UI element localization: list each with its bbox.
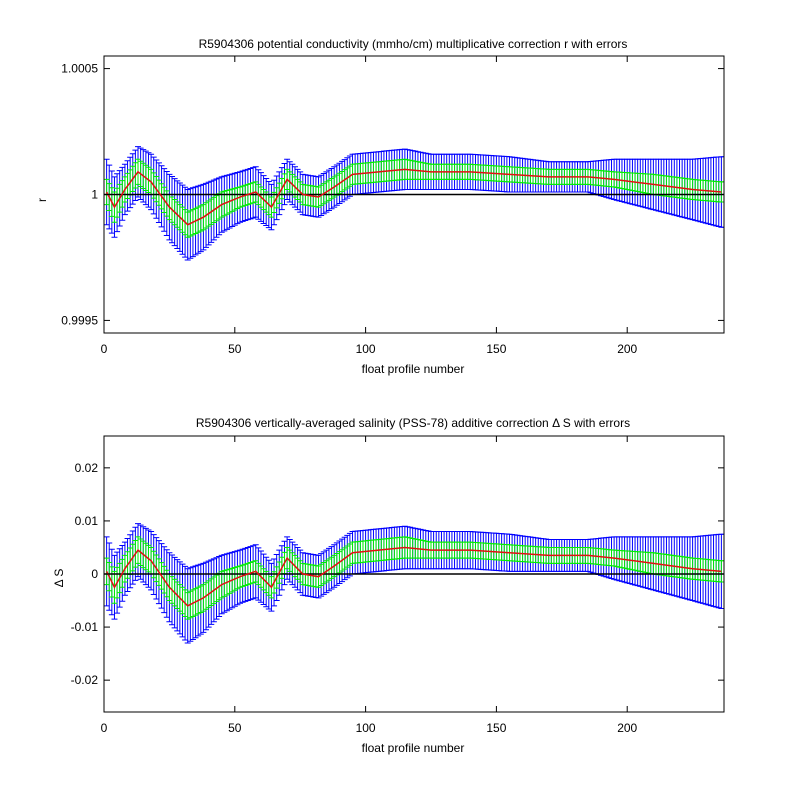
chart-bottom-x-tick-label: 150 — [486, 721, 506, 735]
chart-bottom-error-bar-outer — [721, 533, 724, 609]
chart-top-x-tick-label: 0 — [101, 342, 108, 356]
chart-bottom-correction-line — [105, 546, 722, 607]
chart-top-x-tick-label: 200 — [617, 342, 637, 356]
chart-bottom-y-tick-label: -0.02 — [71, 673, 99, 687]
chart-top-error-bar-inner — [721, 181, 724, 203]
chart-bottom-plot: 0 50 100 150 200 -0.02 -0.01 0 0.01 0.02 — [71, 435, 725, 735]
chart-bottom-x-tick-label: 100 — [356, 721, 376, 735]
chart-bottom-x-tick-label: 0 — [101, 721, 108, 735]
chart-bottom-ylabel: Δ S — [52, 569, 66, 588]
chart-top-xlabel: float profile number — [362, 362, 465, 376]
chart-bottom-x-tick-label: 50 — [228, 721, 242, 735]
chart-bottom-error-bar-inner — [721, 560, 724, 583]
chart-top-error-bar-outer — [721, 156, 724, 228]
chart-top-correction-line — [105, 168, 722, 226]
chart-bottom-y-tick-label: 0.02 — [75, 461, 99, 475]
chart-bottom-title: R5904306 vertically-averaged salinity (P… — [196, 416, 630, 430]
chart-top-ylabel: r — [35, 198, 49, 202]
chart-top-y-tick-label: 1.0005 — [61, 62, 98, 76]
chart-top-title: R5904306 potential conductivity (mmho/cm… — [199, 37, 628, 51]
chart-top-plot: 0 50 100 150 200 0.9995 1 1.0005 — [61, 55, 725, 356]
chart-top-y-tick-label: 0.9995 — [61, 313, 98, 327]
chart-top: R5904306 potential conductivity (mmho/cm… — [35, 37, 725, 376]
chart-bottom-y-tick-label: 0 — [91, 567, 98, 581]
chart-top-x-tick-label: 50 — [228, 342, 242, 356]
chart-bottom: R5904306 vertically-averaged salinity (P… — [52, 416, 725, 755]
chart-top-x-tick-label: 100 — [356, 342, 376, 356]
chart-top-x-tick-label: 150 — [486, 342, 506, 356]
chart-top-data-area — [104, 146, 724, 261]
chart-bottom-xlabel: float profile number — [362, 741, 465, 755]
chart-top-y-tick-label: 1 — [91, 188, 98, 202]
chart-bottom-x-tick-label: 200 — [617, 721, 637, 735]
chart-bottom-data-area — [104, 523, 724, 644]
chart-bottom-y-tick-label: -0.01 — [71, 620, 99, 634]
chart-bottom-y-tick-label: 0.01 — [75, 514, 99, 528]
